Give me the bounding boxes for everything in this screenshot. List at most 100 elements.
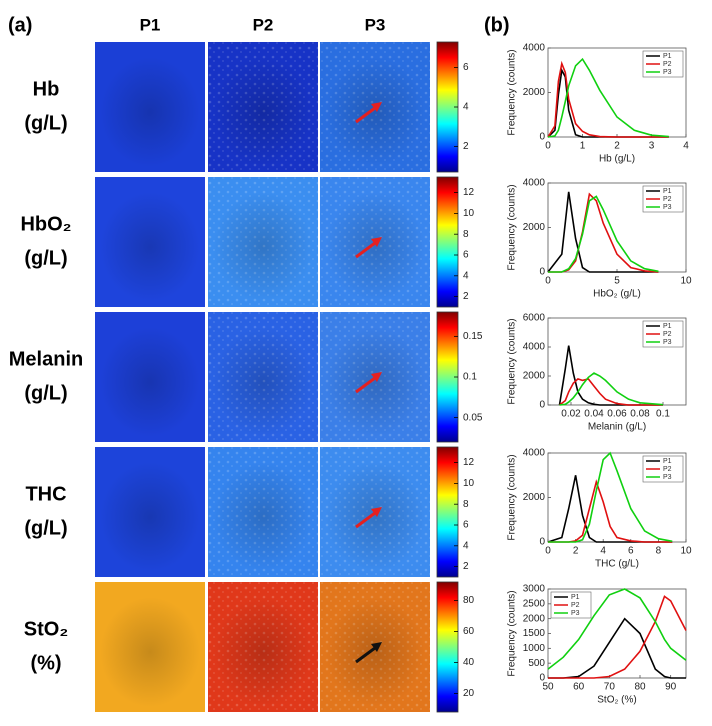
- colorbar: [436, 581, 459, 713]
- colorbar-tick-label: 12: [463, 187, 475, 198]
- series-line: [548, 595, 687, 679]
- x-tick-label: 0: [545, 276, 551, 287]
- x-tick-label: 0.04: [584, 409, 604, 420]
- series-line: [548, 617, 686, 679]
- map-shade: [213, 327, 313, 437]
- y-tick-label: 4000: [523, 43, 546, 54]
- x-tick-label: 10: [680, 276, 692, 287]
- row-label: Hb: [33, 78, 60, 100]
- series-line: [548, 195, 659, 273]
- x-tick-label: 1: [580, 141, 586, 152]
- x-tick-label: 0.02: [561, 409, 581, 420]
- legend-label: P3: [663, 69, 672, 76]
- y-tick-label: 1000: [523, 643, 546, 654]
- row-label: StO₂: [24, 618, 68, 640]
- x-tick-label: 2: [573, 546, 579, 557]
- y-tick-label: 4000: [523, 448, 546, 459]
- legend-label: P1: [663, 188, 672, 195]
- x-axis-label: THC (g/L): [595, 559, 639, 570]
- y-tick-label: 2000: [523, 492, 546, 503]
- colorbar-tick-label: 4: [463, 270, 469, 281]
- row-unit: (g/L): [24, 247, 67, 269]
- y-tick-label: 0: [539, 267, 545, 278]
- arrow-head: [371, 102, 382, 112]
- legend-label: P1: [571, 594, 580, 601]
- x-axis-label: Melanin (g/L): [588, 422, 646, 433]
- map-shade: [325, 192, 425, 302]
- x-tick-label: 2: [614, 141, 620, 152]
- colorbar-tick-label: 10: [463, 208, 475, 219]
- y-axis-label: Frequency (counts): [507, 454, 518, 540]
- map-shade: [100, 192, 200, 302]
- y-tick-label: 2500: [523, 598, 546, 609]
- x-tick-label: 70: [604, 682, 616, 693]
- legend-label: P2: [663, 61, 672, 68]
- series-line: [559, 372, 664, 406]
- row-unit: (g/L): [24, 382, 67, 404]
- x-tick-label: 90: [665, 682, 677, 693]
- colorbar-tick-label: 2: [463, 561, 469, 572]
- legend-label: P3: [663, 204, 672, 211]
- legend-label: P1: [663, 53, 672, 60]
- series-line: [548, 192, 659, 273]
- map-shade: [100, 57, 200, 167]
- arrow: [355, 511, 376, 529]
- x-tick-label: 0.06: [607, 409, 627, 420]
- colorbar-tick-label: 6: [463, 62, 469, 73]
- arrow: [355, 241, 376, 259]
- x-tick-label: 50: [542, 682, 554, 693]
- y-tick-label: 2000: [523, 87, 546, 98]
- colorbar-tick-label: 8: [463, 499, 469, 510]
- y-tick-label: 4000: [523, 178, 546, 189]
- y-axis-label: Frequency (counts): [507, 318, 518, 404]
- x-axis-label: StO₂ (%): [597, 695, 636, 706]
- colorbar-tick-label: 0.15: [463, 331, 483, 342]
- colorbar-tick-label: 2: [463, 141, 469, 152]
- column-label: P2: [253, 15, 274, 34]
- colorbar-tick-label: 20: [463, 688, 475, 699]
- map-shade: [100, 597, 200, 707]
- row-unit: (g/L): [24, 112, 67, 134]
- row-unit: (g/L): [24, 517, 67, 539]
- series-line: [547, 588, 687, 670]
- row-label: Melanin: [9, 348, 83, 370]
- y-tick-label: 0: [539, 537, 545, 548]
- map-shade: [325, 57, 425, 167]
- y-axis-label: Frequency (counts): [507, 184, 518, 270]
- legend-label: P3: [663, 339, 672, 346]
- row-unit: (%): [30, 652, 61, 674]
- x-tick-label: 0.1: [656, 409, 670, 420]
- series-line: [547, 191, 659, 273]
- colorbar-tick-label: 6: [463, 520, 469, 531]
- x-tick-label: 0.08: [630, 409, 650, 420]
- colorbar-tick-label: 40: [463, 657, 475, 668]
- colorbar-tick-label: 8: [463, 229, 469, 240]
- colorbar-tick-label: 6: [463, 250, 469, 261]
- map-shade: [213, 192, 313, 302]
- colorbar-tick-label: 12: [463, 457, 475, 468]
- legend-label: P2: [571, 602, 580, 609]
- x-tick-label: 4: [600, 546, 606, 557]
- map-shade: [213, 597, 313, 707]
- y-axis-label: Frequency (counts): [507, 49, 518, 135]
- x-tick-label: 3: [649, 141, 655, 152]
- x-tick-label: 8: [656, 546, 662, 557]
- panel-label: (a): [8, 14, 32, 36]
- y-tick-label: 3000: [523, 584, 546, 595]
- panel-label: (b): [484, 14, 510, 36]
- colorbar-tick-label: 2: [463, 291, 469, 302]
- arrow-head: [371, 372, 382, 382]
- x-tick-label: 80: [634, 682, 646, 693]
- colorbar: [436, 446, 459, 578]
- colorbar-tick-label: 0.1: [463, 372, 477, 383]
- y-tick-label: 2000: [523, 222, 546, 233]
- map-shade: [325, 462, 425, 572]
- map-shade: [325, 327, 425, 437]
- y-tick-label: 2000: [523, 371, 546, 382]
- legend-label: P2: [663, 466, 672, 473]
- series-line: [548, 451, 673, 543]
- colorbar-tick-label: 60: [463, 626, 475, 637]
- legend-label: P2: [663, 331, 672, 338]
- legend-label: P1: [663, 458, 672, 465]
